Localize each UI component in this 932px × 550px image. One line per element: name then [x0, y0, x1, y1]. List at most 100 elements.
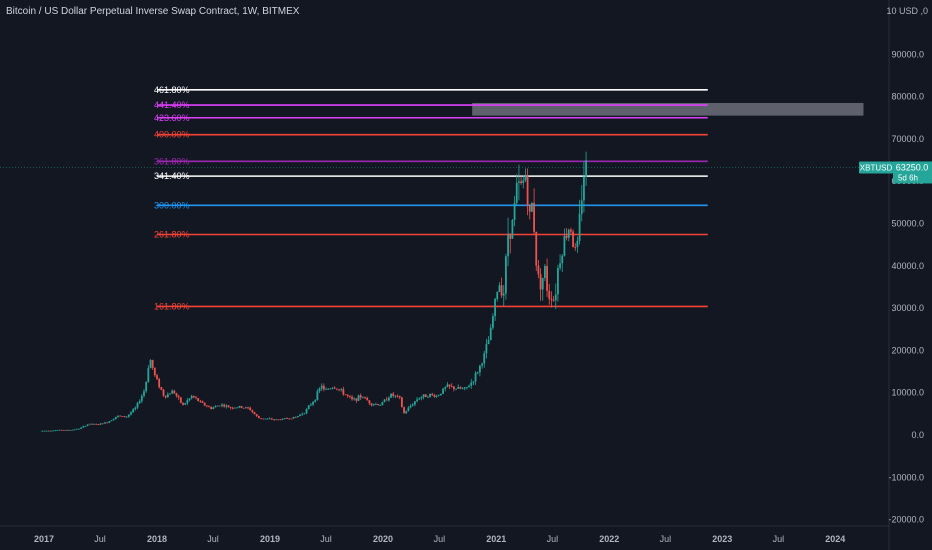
- x-tick-label: Jul: [207, 534, 219, 544]
- candle-body: [277, 419, 280, 421]
- candle-body: [80, 427, 83, 429]
- candle-body: [563, 235, 566, 256]
- candle-body: [227, 405, 230, 408]
- candle-body: [572, 231, 574, 248]
- price-badge-bg: [893, 161, 932, 184]
- x-tick-label: Jul: [94, 534, 106, 544]
- candle-body: [84, 425, 87, 427]
- x-tick-label: Jul: [773, 534, 785, 544]
- candle-body: [251, 410, 254, 413]
- candle-body: [507, 233, 509, 257]
- candle-body: [138, 401, 141, 403]
- candle-body: [420, 397, 423, 399]
- candle-body: [303, 413, 306, 415]
- candle-body: [149, 359, 152, 369]
- candle-body: [498, 285, 501, 293]
- candle-body: [537, 265, 540, 275]
- candle-body: [364, 397, 366, 399]
- candle-body: [570, 229, 572, 232]
- candle-body: [429, 393, 431, 397]
- symbol-badge-label: XBTUSD: [860, 163, 893, 172]
- candle-body: [413, 401, 416, 405]
- candle-body: [62, 430, 65, 431]
- candle-body: [405, 411, 408, 414]
- y-tick-label: 70000.0: [891, 134, 924, 144]
- candle-body: [442, 388, 444, 394]
- candle-body: [78, 428, 80, 430]
- candle-body: [392, 393, 395, 397]
- symbol-badge-bg: [859, 161, 893, 174]
- candle-body: [452, 386, 455, 390]
- candle-body: [546, 266, 548, 291]
- candle-body: [290, 418, 293, 420]
- candle-body: [195, 397, 197, 399]
- candle-body: [199, 401, 202, 402]
- candle-body: [522, 180, 525, 184]
- candle-body: [476, 372, 479, 374]
- candle-body: [539, 274, 542, 290]
- candle-body: [88, 423, 91, 425]
- x-tick-label: Jul: [434, 534, 446, 544]
- fib-level-label: 423.60%: [154, 113, 190, 123]
- candle-body: [435, 395, 438, 397]
- candle-body: [524, 175, 527, 181]
- candle-body: [130, 412, 132, 415]
- candle-body: [461, 388, 464, 390]
- candle-body: [552, 299, 555, 301]
- candle-body: [229, 407, 232, 409]
- candle-body: [262, 418, 265, 420]
- candle-body: [225, 405, 228, 407]
- candle-body: [520, 181, 522, 184]
- last-price-badge: XBTUSD 63250.05d 6h: [859, 161, 932, 184]
- candle-body: [379, 405, 382, 406]
- candle-body: [82, 426, 85, 428]
- candle-body: [257, 416, 260, 419]
- candle-body: [513, 202, 516, 221]
- candle-body: [305, 409, 308, 414]
- candle-body: [203, 402, 206, 406]
- candle-body: [123, 416, 126, 417]
- candle-body: [489, 327, 492, 341]
- candle-body: [279, 419, 282, 421]
- time-axis[interactable]: 2017 Jul 2018 Jul 2019 Jul 2020 Jul 2021 Jul 2022 J…: [34, 534, 845, 544]
- candle-body: [60, 429, 63, 431]
- candle-body: [73, 429, 76, 431]
- candle-body: [158, 379, 161, 388]
- candle-body: [479, 365, 481, 373]
- candle-body: [270, 418, 273, 420]
- candle-body: [67, 429, 70, 431]
- x-tick-label: Jul: [547, 534, 559, 544]
- candle-body: [383, 399, 386, 403]
- candle-body: [214, 406, 217, 408]
- candle-body: [487, 340, 490, 345]
- candle-body: [403, 407, 405, 414]
- candle-body: [511, 220, 514, 239]
- candle-body: [136, 402, 139, 408]
- y-tick-label: 0.0: [911, 430, 924, 440]
- candle-body: [112, 418, 115, 421]
- candle-body: [359, 395, 362, 398]
- candle-body: [268, 418, 271, 420]
- candle-body: [121, 415, 124, 417]
- candle-body: [424, 394, 427, 398]
- candle-body: [505, 256, 507, 294]
- candle-body: [335, 388, 338, 390]
- candle-body: [153, 367, 156, 376]
- candle-body: [184, 403, 187, 405]
- candle-body: [151, 359, 154, 368]
- candle-body: [492, 316, 494, 328]
- candle-body: [455, 388, 457, 390]
- candle-body: [585, 160, 587, 177]
- candle-body: [387, 397, 390, 401]
- candle-body: [71, 429, 74, 431]
- candle-body: [95, 423, 98, 425]
- candle-body: [296, 415, 299, 418]
- candle-body: [166, 394, 169, 398]
- candle-body: [288, 418, 291, 420]
- candle-body: [175, 393, 178, 396]
- candle-body: [132, 409, 135, 413]
- candle-body: [52, 430, 54, 432]
- candle-body: [431, 393, 434, 396]
- candle-body: [344, 394, 347, 396]
